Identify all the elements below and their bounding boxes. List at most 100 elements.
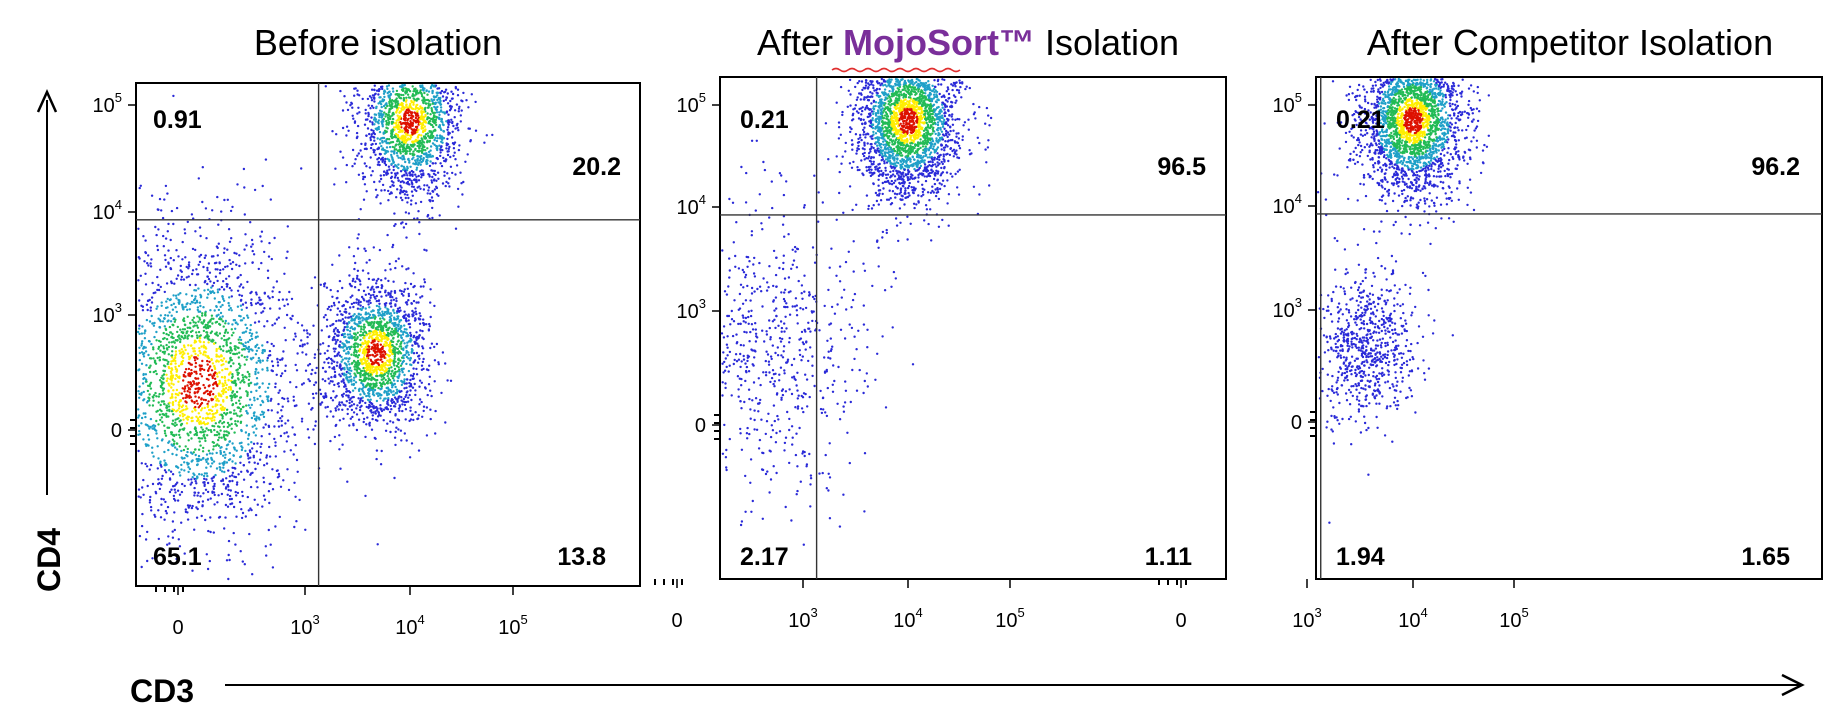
data-point (254, 372, 257, 376)
data-point (333, 338, 337, 341)
data-point (163, 290, 166, 294)
data-point (142, 412, 145, 415)
data-point (136, 330, 140, 334)
data-point (233, 446, 236, 450)
data-point (329, 288, 332, 292)
data-point (209, 373, 212, 376)
data-point (294, 335, 297, 338)
data-point (418, 232, 421, 236)
data-point (427, 104, 430, 107)
data-point (154, 492, 158, 495)
data-point (168, 325, 172, 329)
data-point (172, 442, 176, 446)
data-point (370, 174, 373, 177)
data-point (150, 357, 153, 360)
data-point (277, 298, 281, 302)
data-point (379, 202, 382, 205)
data-point (419, 187, 422, 190)
data-point (228, 423, 231, 427)
data-point (209, 280, 212, 283)
data-point (244, 262, 247, 265)
data-point (235, 424, 238, 427)
data-point (219, 449, 222, 453)
data-point (162, 358, 165, 361)
data-point (451, 120, 454, 124)
data-point (398, 125, 401, 128)
data-point (292, 453, 295, 456)
data-point (232, 412, 236, 415)
data-point (347, 129, 350, 132)
data-point (263, 250, 266, 254)
data-point (211, 440, 214, 444)
data-point (423, 119, 427, 122)
data-point (173, 320, 176, 323)
data-point (153, 321, 156, 325)
data-point (386, 127, 389, 130)
data-point (166, 362, 169, 366)
data-point (407, 114, 411, 117)
data-point (217, 494, 220, 497)
data-point (323, 285, 326, 288)
data-point (234, 321, 237, 325)
data-point (445, 120, 448, 123)
data-point (286, 397, 289, 400)
data-point (207, 341, 210, 344)
data-point (403, 378, 406, 381)
data-point (448, 185, 451, 188)
data-point (415, 331, 418, 334)
data-point (241, 490, 244, 494)
data-point (410, 185, 414, 188)
data-point (174, 399, 177, 402)
data-point (211, 452, 214, 455)
data-point (242, 317, 245, 320)
data-point (367, 104, 370, 107)
data-point (335, 133, 338, 136)
data-point (369, 156, 372, 159)
data-point (372, 411, 375, 414)
data-point (336, 290, 339, 293)
data-point (394, 93, 397, 96)
data-point (387, 84, 391, 87)
data-point (162, 347, 166, 350)
data-point (211, 383, 215, 386)
data-point (265, 462, 269, 465)
data-point (414, 202, 418, 205)
data-point (242, 464, 245, 467)
data-point (185, 422, 189, 425)
data-point (179, 410, 182, 413)
data-point (226, 248, 229, 251)
data-point (218, 272, 222, 275)
data-point (334, 409, 338, 412)
data-point (330, 305, 333, 308)
data-point (377, 122, 380, 125)
data-point (290, 297, 294, 301)
data-point (389, 420, 392, 423)
data-point (405, 362, 408, 366)
data-point (446, 92, 449, 95)
data-point (313, 442, 317, 446)
data-point (255, 480, 258, 483)
data-point (160, 400, 163, 403)
data-point (187, 466, 190, 469)
data-point (404, 87, 407, 90)
data-point (165, 406, 169, 409)
data-point (291, 314, 294, 318)
data-point (370, 96, 373, 100)
data-point (255, 450, 258, 453)
data-point (187, 439, 190, 442)
data-point (408, 456, 412, 459)
data-point (284, 364, 287, 367)
data-point (399, 429, 403, 432)
data-point (243, 363, 246, 366)
data-point (227, 432, 231, 435)
data-point (377, 89, 381, 93)
data-point (245, 306, 248, 309)
data-point (232, 454, 235, 457)
data-point (144, 350, 148, 353)
data-point (404, 353, 407, 357)
data-point (407, 357, 410, 360)
data-point (195, 415, 198, 418)
data-point (250, 337, 254, 341)
data-point (183, 346, 186, 349)
data-point (428, 322, 431, 326)
